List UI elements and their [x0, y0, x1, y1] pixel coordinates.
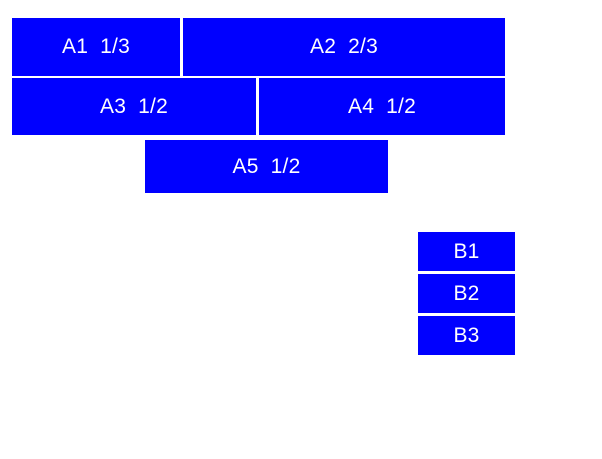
cell-a2[interactable]: A2 2/3	[183, 18, 505, 76]
cell-b3[interactable]: B3	[418, 316, 515, 355]
cell-a5[interactable]: A5 1/2	[145, 140, 388, 193]
cell-b2[interactable]: B2	[418, 274, 515, 313]
cell-a1[interactable]: A1 1/3	[12, 18, 180, 76]
cell-b1[interactable]: B1	[418, 232, 515, 271]
cell-a3[interactable]: A3 1/2	[12, 78, 256, 135]
cell-a4[interactable]: A4 1/2	[259, 78, 505, 135]
